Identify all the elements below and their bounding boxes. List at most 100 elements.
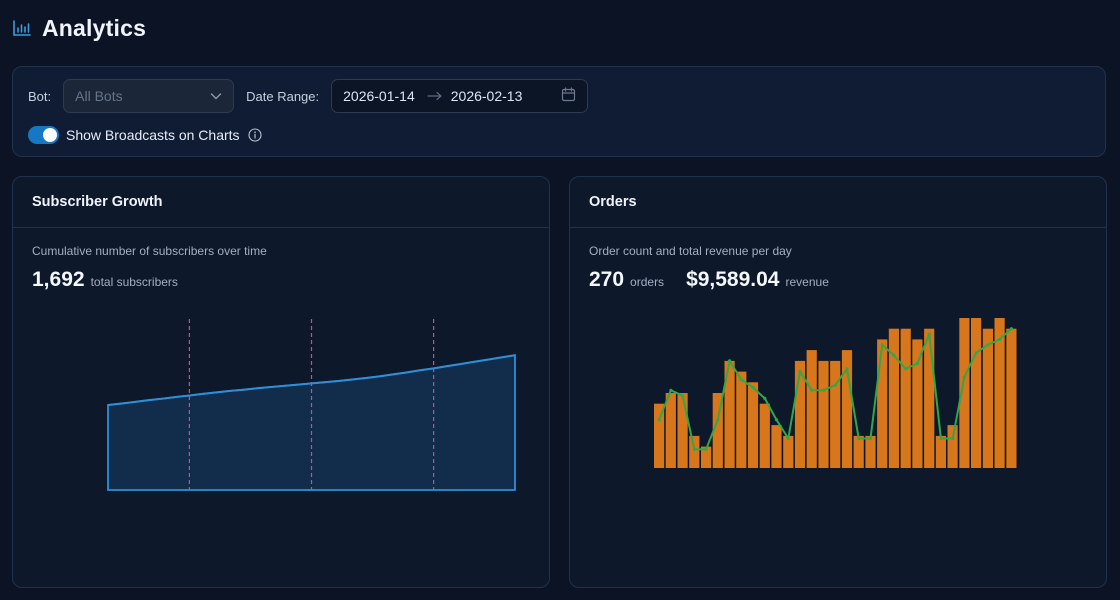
revenue-point (657, 418, 661, 422)
order-bar (924, 328, 935, 468)
revenue-label: revenue (785, 275, 829, 289)
revenue-point (892, 353, 896, 358)
order-bar (830, 360, 841, 468)
revenue-point (798, 370, 802, 374)
subscriber-area-chart[interactable] (13, 177, 550, 588)
order-bar (877, 339, 888, 468)
order-bar (865, 435, 876, 468)
revenue-point (821, 388, 826, 392)
order-bar (994, 318, 1005, 468)
card-title: Orders (589, 194, 637, 210)
filter-panel: Bot: All Bots Date Range: 2026-01-14 202… (12, 66, 1106, 157)
revenue-point (986, 343, 990, 347)
order-bar (900, 328, 911, 468)
date-start-input[interactable]: 2026-01-14 (343, 88, 415, 104)
revenue-point (974, 351, 978, 355)
revenue-point (669, 388, 673, 392)
order-bar (677, 393, 688, 468)
revenue-point (810, 388, 814, 392)
subscriber-metric: 1,692 total subscribers (32, 268, 178, 292)
order-bar (665, 393, 676, 468)
date-range-picker[interactable]: 2026-01-14 2026-02-13 (331, 79, 589, 113)
revenue-point (845, 367, 849, 371)
order-bar (959, 318, 970, 468)
revenue-point (704, 447, 708, 451)
bot-select[interactable]: All Bots (63, 79, 235, 113)
revenue-point (998, 337, 1002, 341)
revenue-point (951, 436, 955, 441)
broadcast-toggle[interactable] (28, 126, 59, 144)
order-bar (736, 371, 747, 468)
bar-chart-icon (13, 20, 31, 36)
revenue-point (763, 396, 767, 400)
revenue-point (833, 383, 837, 387)
orders-card: Orders Order count and total revenue per… (569, 176, 1107, 588)
orders-metric: 270 orders $9,589.04 revenue (589, 268, 829, 292)
order-bar (853, 435, 864, 468)
info-icon[interactable] (247, 128, 262, 142)
card-header: Orders (570, 177, 1106, 228)
order-bar (794, 360, 806, 468)
revenue-point (927, 332, 931, 336)
toggle-knob (43, 128, 57, 142)
order-bar (818, 360, 829, 468)
order-bar (982, 328, 993, 468)
revenue-point (786, 436, 790, 441)
revenue-point (868, 436, 873, 441)
date-end-input[interactable]: 2026-02-13 (450, 88, 523, 104)
revenue-point (962, 375, 966, 379)
card-description: Cumulative number of subscribers over ti… (32, 244, 267, 258)
revenue-point (904, 367, 908, 371)
orders-count-label: orders (630, 275, 665, 289)
order-bar (947, 425, 958, 468)
order-bar (1006, 328, 1017, 468)
broadcast-toggle-row: Show Broadcasts on Charts (28, 125, 262, 145)
revenue-point (681, 394, 685, 398)
broadcast-toggle-label: Show Broadcasts on Charts (66, 127, 240, 143)
order-bar (712, 393, 723, 468)
order-bar (771, 425, 782, 468)
chevron-down-icon (210, 93, 222, 100)
card-title: Subscriber Growth (32, 194, 163, 210)
orders-count-value: 270 (589, 268, 625, 291)
order-bar (912, 339, 923, 468)
revenue-point (915, 361, 919, 366)
order-bar (806, 350, 817, 468)
total-subscribers-label: total subscribers (90, 275, 178, 289)
orders-bar-chart[interactable] (570, 177, 1107, 588)
card-header: Subscriber Growth (13, 177, 549, 228)
order-bar (935, 435, 946, 468)
subscriber-growth-card: Subscriber Growth Cumulative number of s… (12, 176, 550, 588)
order-bar (888, 328, 899, 468)
calendar-icon[interactable] (561, 87, 576, 105)
order-bar (747, 382, 759, 468)
order-bar (689, 435, 700, 468)
revenue-point (739, 378, 743, 382)
arrow-right-icon (427, 88, 443, 104)
page-title: Analytics (42, 14, 147, 41)
revenue-value: $9,589.04 (686, 268, 780, 291)
revenue-point (1009, 327, 1013, 331)
revenue-point (880, 343, 884, 347)
revenue-point (774, 418, 779, 422)
order-bar (654, 403, 665, 468)
order-bar (759, 403, 770, 468)
order-bar (701, 446, 712, 468)
revenue-point (857, 436, 861, 441)
bot-select-value: All Bots (75, 88, 123, 104)
order-bar (783, 435, 794, 468)
revenue-point (716, 418, 720, 422)
filter-row: Bot: All Bots Date Range: 2026-01-14 202… (28, 79, 589, 113)
order-bar (841, 350, 853, 468)
order-bar (971, 318, 982, 468)
date-range-label: Date Range: (246, 88, 320, 104)
revenue-point (939, 436, 943, 441)
bot-label: Bot: (28, 88, 52, 104)
order-bar (724, 360, 735, 468)
revenue-point (692, 447, 696, 451)
revenue-point (728, 359, 732, 363)
revenue-point (751, 386, 755, 390)
page-header: Analytics (12, 12, 146, 44)
card-description: Order count and total revenue per day (589, 244, 792, 258)
